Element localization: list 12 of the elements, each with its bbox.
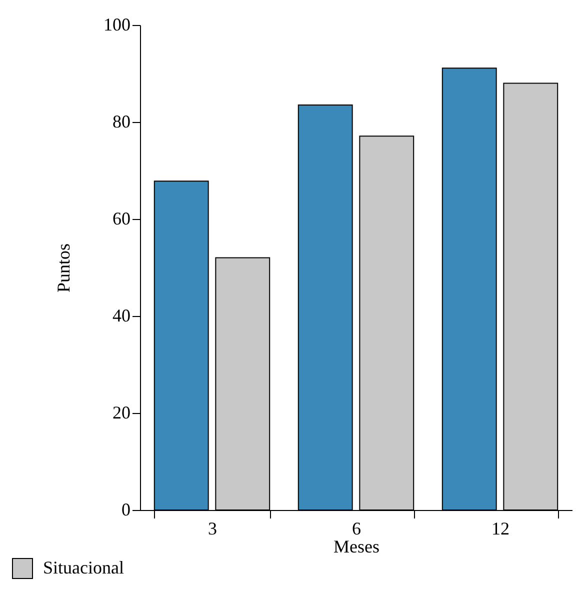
- y-tick-label: 0: [122, 500, 130, 520]
- x-tick-label: 6: [352, 518, 361, 538]
- y-tick-label: 80: [112, 112, 130, 132]
- y-tick-label: 20: [112, 402, 130, 422]
- x-axis-title: Meses: [334, 536, 380, 556]
- y-tick-label: 60: [112, 208, 130, 228]
- y-axis-title: Puntos: [54, 243, 74, 293]
- legend-label: Situacional: [43, 558, 124, 578]
- y-tick-label: 40: [112, 306, 130, 326]
- x-tick-label: 3: [208, 518, 217, 538]
- x-tick-label: 12: [492, 518, 510, 538]
- y-tick-label: 100: [104, 14, 130, 34]
